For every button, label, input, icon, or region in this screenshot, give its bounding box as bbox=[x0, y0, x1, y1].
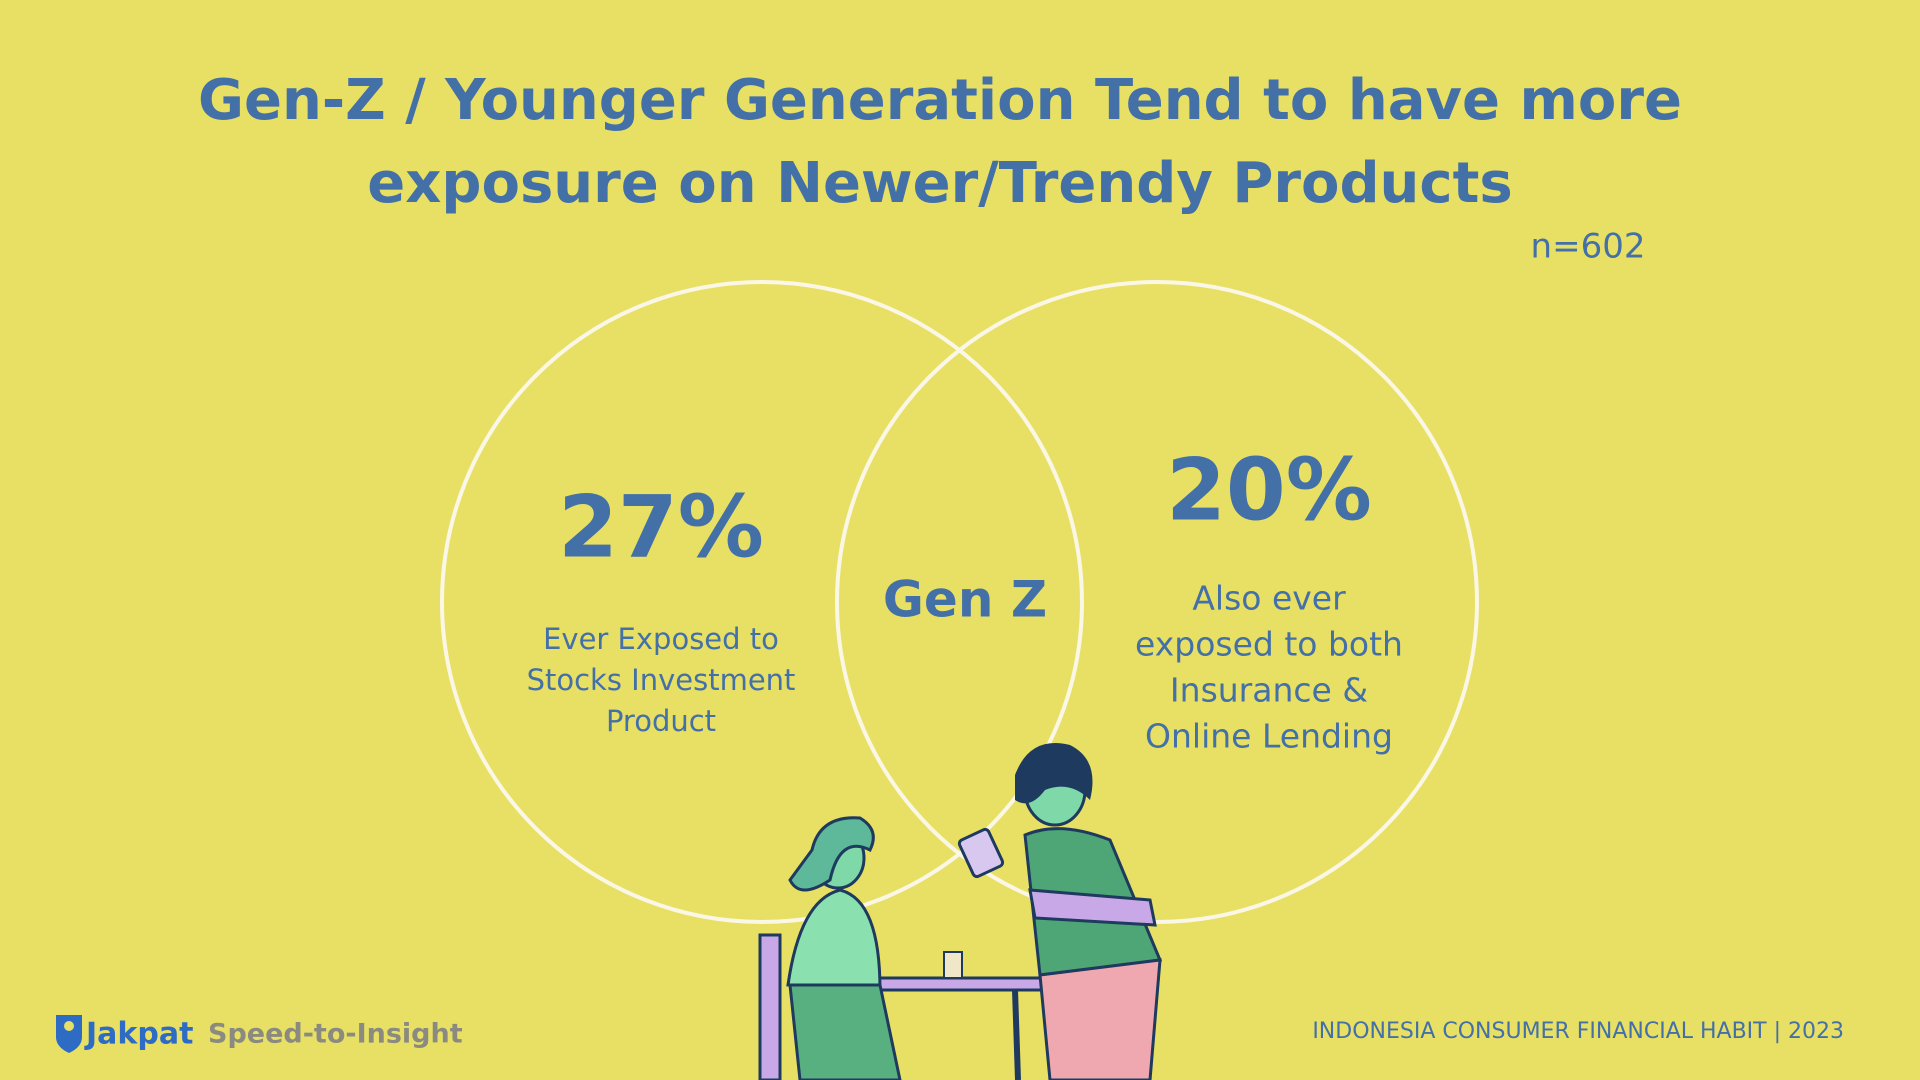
right-desc: Also ever bbox=[1192, 579, 1346, 618]
right-desc: Insurance & bbox=[1170, 671, 1368, 710]
center-label: Gen Z bbox=[883, 571, 1047, 629]
title-line: Gen-Z / Younger Generation Tend to have … bbox=[198, 68, 1682, 133]
right-desc: Online Lending bbox=[1145, 717, 1393, 756]
venn-circle-right bbox=[835, 280, 1479, 924]
left-desc: Ever Exposed to bbox=[543, 622, 779, 656]
brand-logo bbox=[56, 1015, 82, 1053]
right-percent: 20% bbox=[1166, 440, 1372, 540]
illustration bbox=[758, 743, 1163, 1080]
tagline: Speed-to-Insight bbox=[208, 1019, 463, 1050]
brand-name: Jakpat bbox=[84, 1017, 193, 1052]
sample-size: n=602 bbox=[1531, 227, 1646, 267]
source: INDONESIA CONSUMER FINANCIAL HABIT | 202… bbox=[1312, 1019, 1844, 1044]
right-desc: exposed to both bbox=[1135, 625, 1403, 664]
title-line: exposure on Newer/Trendy Products bbox=[367, 151, 1512, 216]
left-desc: Product bbox=[606, 704, 716, 738]
left-percent: 27% bbox=[558, 477, 764, 577]
left-desc: Stocks Investment bbox=[527, 663, 796, 697]
venn-circle-left bbox=[440, 280, 1084, 924]
